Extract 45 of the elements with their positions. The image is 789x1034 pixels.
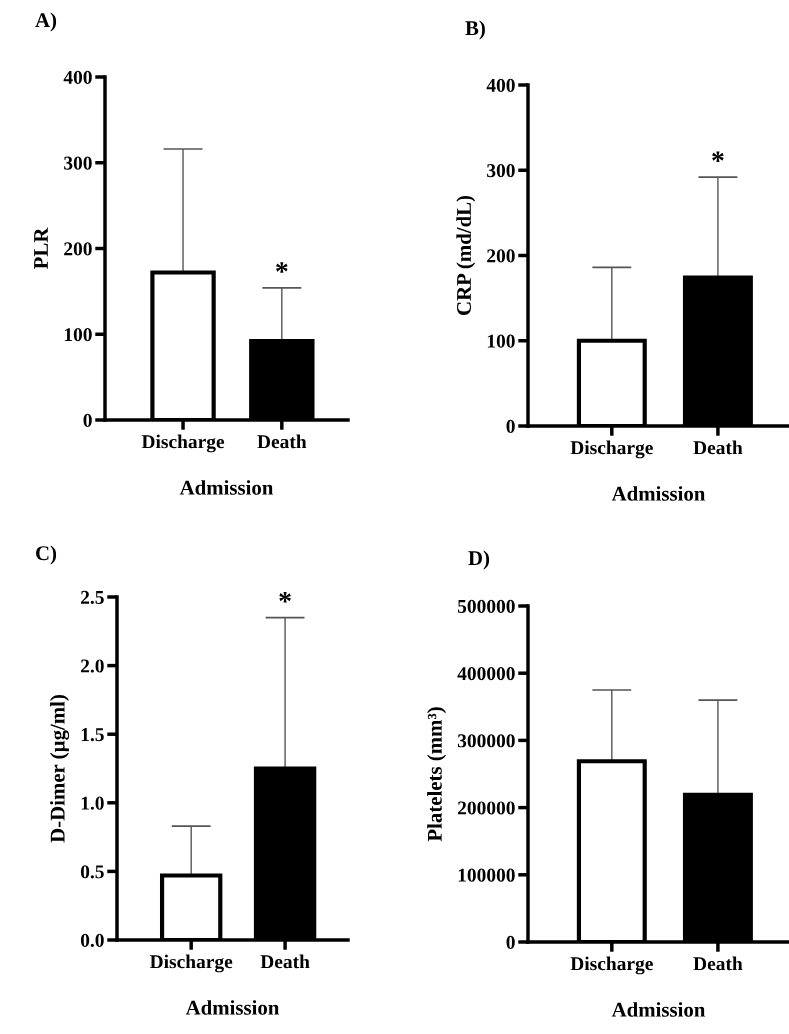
y-tick-label: 300000 bbox=[457, 734, 515, 748]
y-tick-label: 500000 bbox=[457, 599, 515, 613]
y-axis-title: D-Dimer (µg/ml) bbox=[50, 695, 70, 843]
y-axis-title: Platelets (mm³) bbox=[427, 707, 447, 842]
x-axis-title: Admission bbox=[611, 1002, 706, 1017]
y-tick-label: 300 bbox=[487, 164, 515, 178]
annotation: * bbox=[712, 151, 724, 162]
x-tick-label: Discharge bbox=[149, 954, 233, 973]
y-tick-label: 300 bbox=[64, 156, 92, 170]
y-tick-label: 200000 bbox=[457, 801, 515, 815]
y-tick-label: 2.5 bbox=[81, 590, 104, 605]
y-tick-label: 100 bbox=[487, 334, 515, 348]
y-tick-label: 0 bbox=[506, 935, 515, 949]
y-tick-label: 0 bbox=[83, 413, 92, 427]
y-tick-label: 100 bbox=[64, 328, 92, 342]
chart-title: A) bbox=[35, 12, 57, 32]
x-tick-label: Discharge bbox=[570, 440, 653, 459]
y-axis-title: PLR bbox=[34, 227, 48, 269]
x-axis-title: Admission bbox=[611, 486, 706, 501]
y-tick-label: 1.5 bbox=[81, 728, 104, 742]
y-tick-label: 400 bbox=[486, 78, 515, 92]
y-tick-label: 1.0 bbox=[81, 796, 104, 810]
y-tick-label: 400 bbox=[63, 70, 92, 84]
x-tick-label: Death bbox=[257, 434, 307, 449]
y-tick-label: 200 bbox=[487, 249, 515, 263]
x-tick-label: Death bbox=[693, 956, 743, 971]
x-axis-title: Admission bbox=[185, 1000, 280, 1015]
y-tick-label: 100000 bbox=[458, 868, 515, 882]
x-tick-label: Death bbox=[260, 954, 310, 969]
x-tick-label: Discharge bbox=[141, 434, 225, 453]
annotation: * bbox=[279, 591, 291, 603]
y-tick-label: 200 bbox=[64, 242, 92, 256]
y-tick-label: 0.0 bbox=[80, 933, 104, 948]
x-tick-label: Discharge bbox=[570, 956, 653, 975]
y-tick-label: 400000 bbox=[457, 667, 515, 681]
y-tick-label: 0.5 bbox=[80, 865, 104, 879]
chart-title: C) bbox=[36, 545, 57, 565]
annotation: * bbox=[276, 262, 288, 273]
y-axis-title: CRP (md/dL) bbox=[456, 195, 476, 315]
chart-title: B) bbox=[465, 20, 485, 40]
chart-title: D) bbox=[468, 550, 490, 570]
x-axis-title: Admission bbox=[179, 480, 274, 495]
x-tick-label: Death bbox=[693, 440, 743, 455]
y-tick-label: 0 bbox=[506, 419, 515, 433]
y-tick-label: 2.0 bbox=[81, 659, 104, 673]
